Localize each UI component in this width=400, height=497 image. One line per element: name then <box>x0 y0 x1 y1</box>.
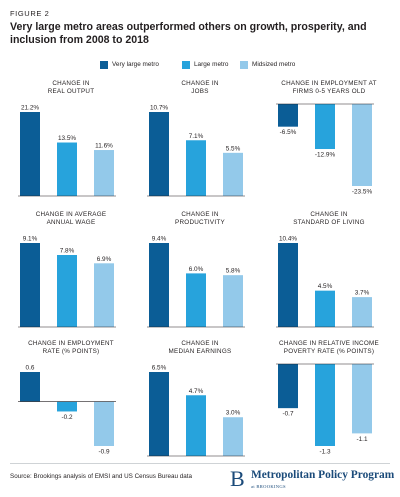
data-label-very-large: 10.4% <box>279 236 297 243</box>
chart-poverty-rate: -0.7 -1.3 -1.1 <box>276 363 374 456</box>
panel-standard-of-living: CHANGE IN STANDARD OF LIVING 10.4% 4.5% 3.… <box>268 211 390 329</box>
chart-median-earnings: 6.5% 4.7% 3.0% <box>147 365 245 457</box>
legend-label-midsized: Midsized metro <box>252 61 296 68</box>
bar-large <box>315 364 335 446</box>
data-label-midsized: -1.1 <box>356 436 367 443</box>
bar-midsized <box>352 297 372 327</box>
chart-standard-of-living: 10.4% 4.5% 3.7% <box>276 236 374 328</box>
data-label-large: -1.3 <box>319 449 330 456</box>
data-label-midsized: 5.5% <box>226 145 241 152</box>
panel-poverty-rate: CHANGE IN RELATIVE INCOME POVERTY RATE (… <box>268 340 390 458</box>
bar-midsized <box>94 263 114 327</box>
panel-title: CHANGE IN EMPLOYMENT AT FIRMS 0-5 YEARS … <box>281 80 377 95</box>
brookings-logo-mark: B <box>230 466 245 491</box>
bar-large <box>186 395 206 456</box>
source-note: Source: Brookings analysis of EMSI and U… <box>10 473 193 480</box>
footer-divider <box>10 463 390 464</box>
bar-midsized <box>223 152 243 196</box>
bar-large <box>315 104 335 150</box>
bar-large <box>57 255 77 327</box>
legend-swatch-large <box>182 61 190 69</box>
chart-productivity: 9.4% 6.0% 5.8% <box>147 236 245 328</box>
chart-average-wage: 9.1% 7.8% 6.9% <box>18 236 116 328</box>
panel-employment-rate: CHANGE IN EMPLOYMENT RATE (% POINTS) 0.6… <box>10 340 132 458</box>
data-label-very-large: 21.2% <box>21 105 39 112</box>
bar-midsized <box>223 275 243 327</box>
data-label-large: 7.1% <box>189 133 204 140</box>
data-label-midsized: 11.6% <box>95 143 113 150</box>
panel-title: CHANGE IN AVERAGE ANNUAL WAGE <box>35 211 107 226</box>
data-label-large: 4.5% <box>318 283 333 290</box>
bar-large <box>57 142 77 196</box>
panel-title: CHANGE IN MEDIAN EARNINGS <box>168 340 232 355</box>
bar-large <box>186 273 206 327</box>
data-label-very-large: 9.1% <box>23 236 38 243</box>
legend-label-very-large: Very large metro <box>112 61 159 68</box>
figure-title: Very large metro areas outperformed othe… <box>10 21 367 46</box>
chart-jobs: 10.7% 7.1% 5.5% <box>147 105 245 197</box>
bar-large <box>57 401 77 412</box>
bar-very-large <box>278 364 298 409</box>
bar-very-large <box>278 104 298 127</box>
panel-title: CHANGE IN JOBS <box>181 80 219 95</box>
bar-very-large <box>149 112 169 196</box>
data-label-very-large: 6.5% <box>152 365 167 372</box>
panel-productivity: CHANGE IN PRODUCTIVITY 9.4% 6.0% 5.8% <box>139 211 261 329</box>
data-label-large: -12.9% <box>315 152 336 159</box>
panel-title: CHANGE IN REAL OUTPUT <box>47 80 95 95</box>
panel-jobs: CHANGE IN JOBS 10.7% 7.1% 5.5% <box>139 80 261 198</box>
legend-swatch-very-large <box>100 61 108 69</box>
chart-employment-rate: 0.6 -0.2 -0.9 <box>18 365 116 456</box>
data-label-very-large: 9.4% <box>152 236 167 243</box>
data-label-large: 6.0% <box>189 266 204 273</box>
data-label-large: 4.7% <box>189 388 204 395</box>
panel-title: CHANGE IN RELATIVE INCOME POVERTY RATE (… <box>279 340 379 355</box>
bar-very-large <box>20 372 40 402</box>
bar-midsized <box>223 417 243 456</box>
data-label-midsized: -23.5% <box>352 189 373 196</box>
bar-very-large <box>149 243 169 327</box>
data-label-large: 7.8% <box>60 248 75 255</box>
data-label-very-large: -6.5% <box>280 129 297 136</box>
program-name: Metropolitan Policy Program <box>251 469 395 481</box>
bar-midsized <box>94 401 114 446</box>
data-label-midsized: -0.9 <box>98 449 109 456</box>
panel-title: CHANGE IN STANDARD OF LIVING <box>293 211 365 226</box>
panel-title: CHANGE IN PRODUCTIVITY <box>175 211 225 226</box>
chart-young-firms: -6.5% -12.9% -23.5% <box>276 103 374 196</box>
legend: Very large metro Large metro Midsized me… <box>0 59 400 73</box>
bar-midsized <box>352 104 372 186</box>
program-sub: at BROOKINGS <box>251 484 286 489</box>
data-label-very-large: 0.6 <box>26 365 35 372</box>
panel-median-earnings: CHANGE IN MEDIAN EARNINGS 6.5% 4.7% 3.0% <box>139 340 261 458</box>
data-label-large: -0.2 <box>61 414 72 421</box>
data-label-very-large: -0.7 <box>282 411 293 418</box>
legend-swatch-midsized <box>240 61 248 69</box>
data-label-midsized: 6.9% <box>97 256 112 263</box>
bar-very-large <box>278 243 298 327</box>
bar-midsized <box>94 150 114 196</box>
figure-label: FIGURE 2 <box>10 9 50 18</box>
panel-real-output: CHANGE IN REAL OUTPUT 21.2% 13.5% 11.6% <box>10 80 132 198</box>
panel-young-firms: CHANGE IN EMPLOYMENT AT FIRMS 0-5 YEARS … <box>268 80 390 198</box>
chart-real-output: 21.2% 13.5% 11.6% <box>18 105 116 197</box>
panel-average-wage: CHANGE IN AVERAGE ANNUAL WAGE 9.1% 7.8% 6.… <box>10 211 132 329</box>
bar-large <box>186 140 206 196</box>
bar-very-large <box>149 372 169 456</box>
legend-label-large: Large metro <box>194 61 229 68</box>
data-label-midsized: 5.8% <box>226 268 241 275</box>
data-label-midsized: 3.7% <box>355 290 370 297</box>
data-label-large: 13.5% <box>58 135 76 142</box>
bar-very-large <box>20 243 40 327</box>
bar-midsized <box>352 364 372 434</box>
panel-title: CHANGE IN EMPLOYMENT RATE (% POINTS) <box>28 340 114 355</box>
bar-large <box>315 290 335 327</box>
data-label-very-large: 10.7% <box>150 105 168 112</box>
data-label-midsized: 3.0% <box>226 410 241 417</box>
bar-very-large <box>20 112 40 196</box>
